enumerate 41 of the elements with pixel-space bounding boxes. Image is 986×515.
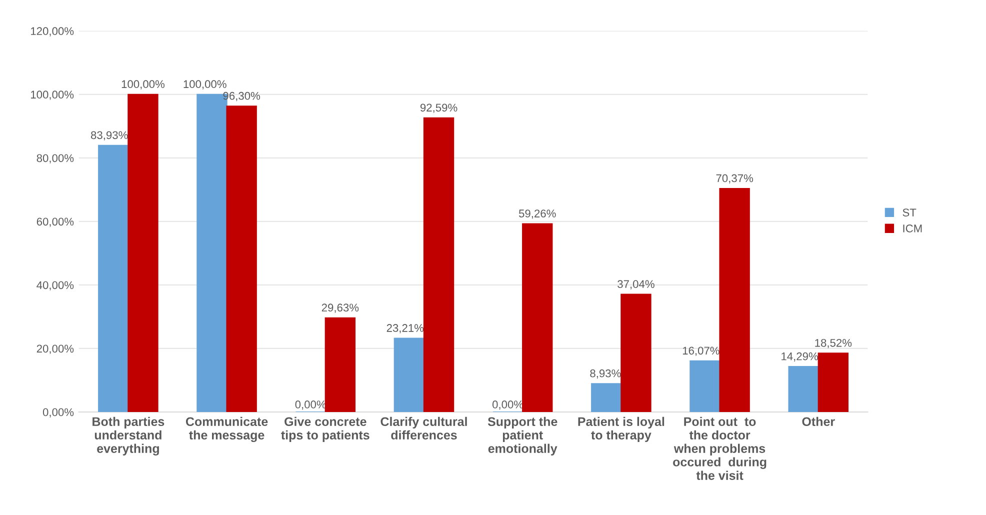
data-label: 59,26% xyxy=(518,210,556,219)
data-label: 14,29% xyxy=(782,352,818,362)
y-tick-label: 120,00% xyxy=(31,27,74,36)
bar xyxy=(620,294,652,412)
data-label: 100,00% xyxy=(184,80,226,90)
bar xyxy=(690,360,720,412)
y-tick-label: 20,00% xyxy=(36,344,74,354)
x-tick-label: Both parties understand everything xyxy=(92,416,164,456)
data-label: 29,63% xyxy=(322,304,359,313)
bar xyxy=(423,117,454,412)
bar xyxy=(226,106,257,412)
data-label: 23,21% xyxy=(386,324,424,334)
bar xyxy=(98,144,129,412)
data-label: 37,04% xyxy=(618,280,654,290)
bar xyxy=(128,94,158,412)
x-tick-label: Support the patient emotionally xyxy=(488,416,558,456)
data-label: 100,00% xyxy=(122,80,165,90)
data-label: 18,52% xyxy=(815,338,852,348)
data-label: 92,59% xyxy=(420,104,458,113)
bar xyxy=(591,383,622,412)
bar xyxy=(788,366,819,412)
x-tick-label: Clarify cultural differences xyxy=(380,416,467,440)
legend-label: ICM xyxy=(903,224,922,232)
y-tick-label: 80,00% xyxy=(36,154,74,164)
data-label: 70,37% xyxy=(716,174,754,184)
bar xyxy=(324,317,356,412)
x-tick-label: Give concrete tips to patients xyxy=(281,416,370,442)
bar xyxy=(394,338,425,412)
bar xyxy=(719,188,750,412)
x-tick-label: Patient is loyal to therapy xyxy=(578,416,664,442)
x-tick-label: Point out to the doctor when problems occured during the visit xyxy=(673,416,766,480)
y-tick-label: 60,00% xyxy=(36,218,74,227)
legend-label: ST xyxy=(902,208,916,216)
x-tick-label: Communicate the message xyxy=(186,416,268,442)
y-tick-label: 40,00% xyxy=(36,281,74,290)
y-tick-label: 100,00% xyxy=(31,90,74,100)
bar xyxy=(818,352,849,412)
data-label: 0,00% xyxy=(295,400,326,410)
y-tick-label: 0,00% xyxy=(42,408,74,418)
bar xyxy=(522,223,553,412)
x-tick-label: Other xyxy=(802,416,835,426)
